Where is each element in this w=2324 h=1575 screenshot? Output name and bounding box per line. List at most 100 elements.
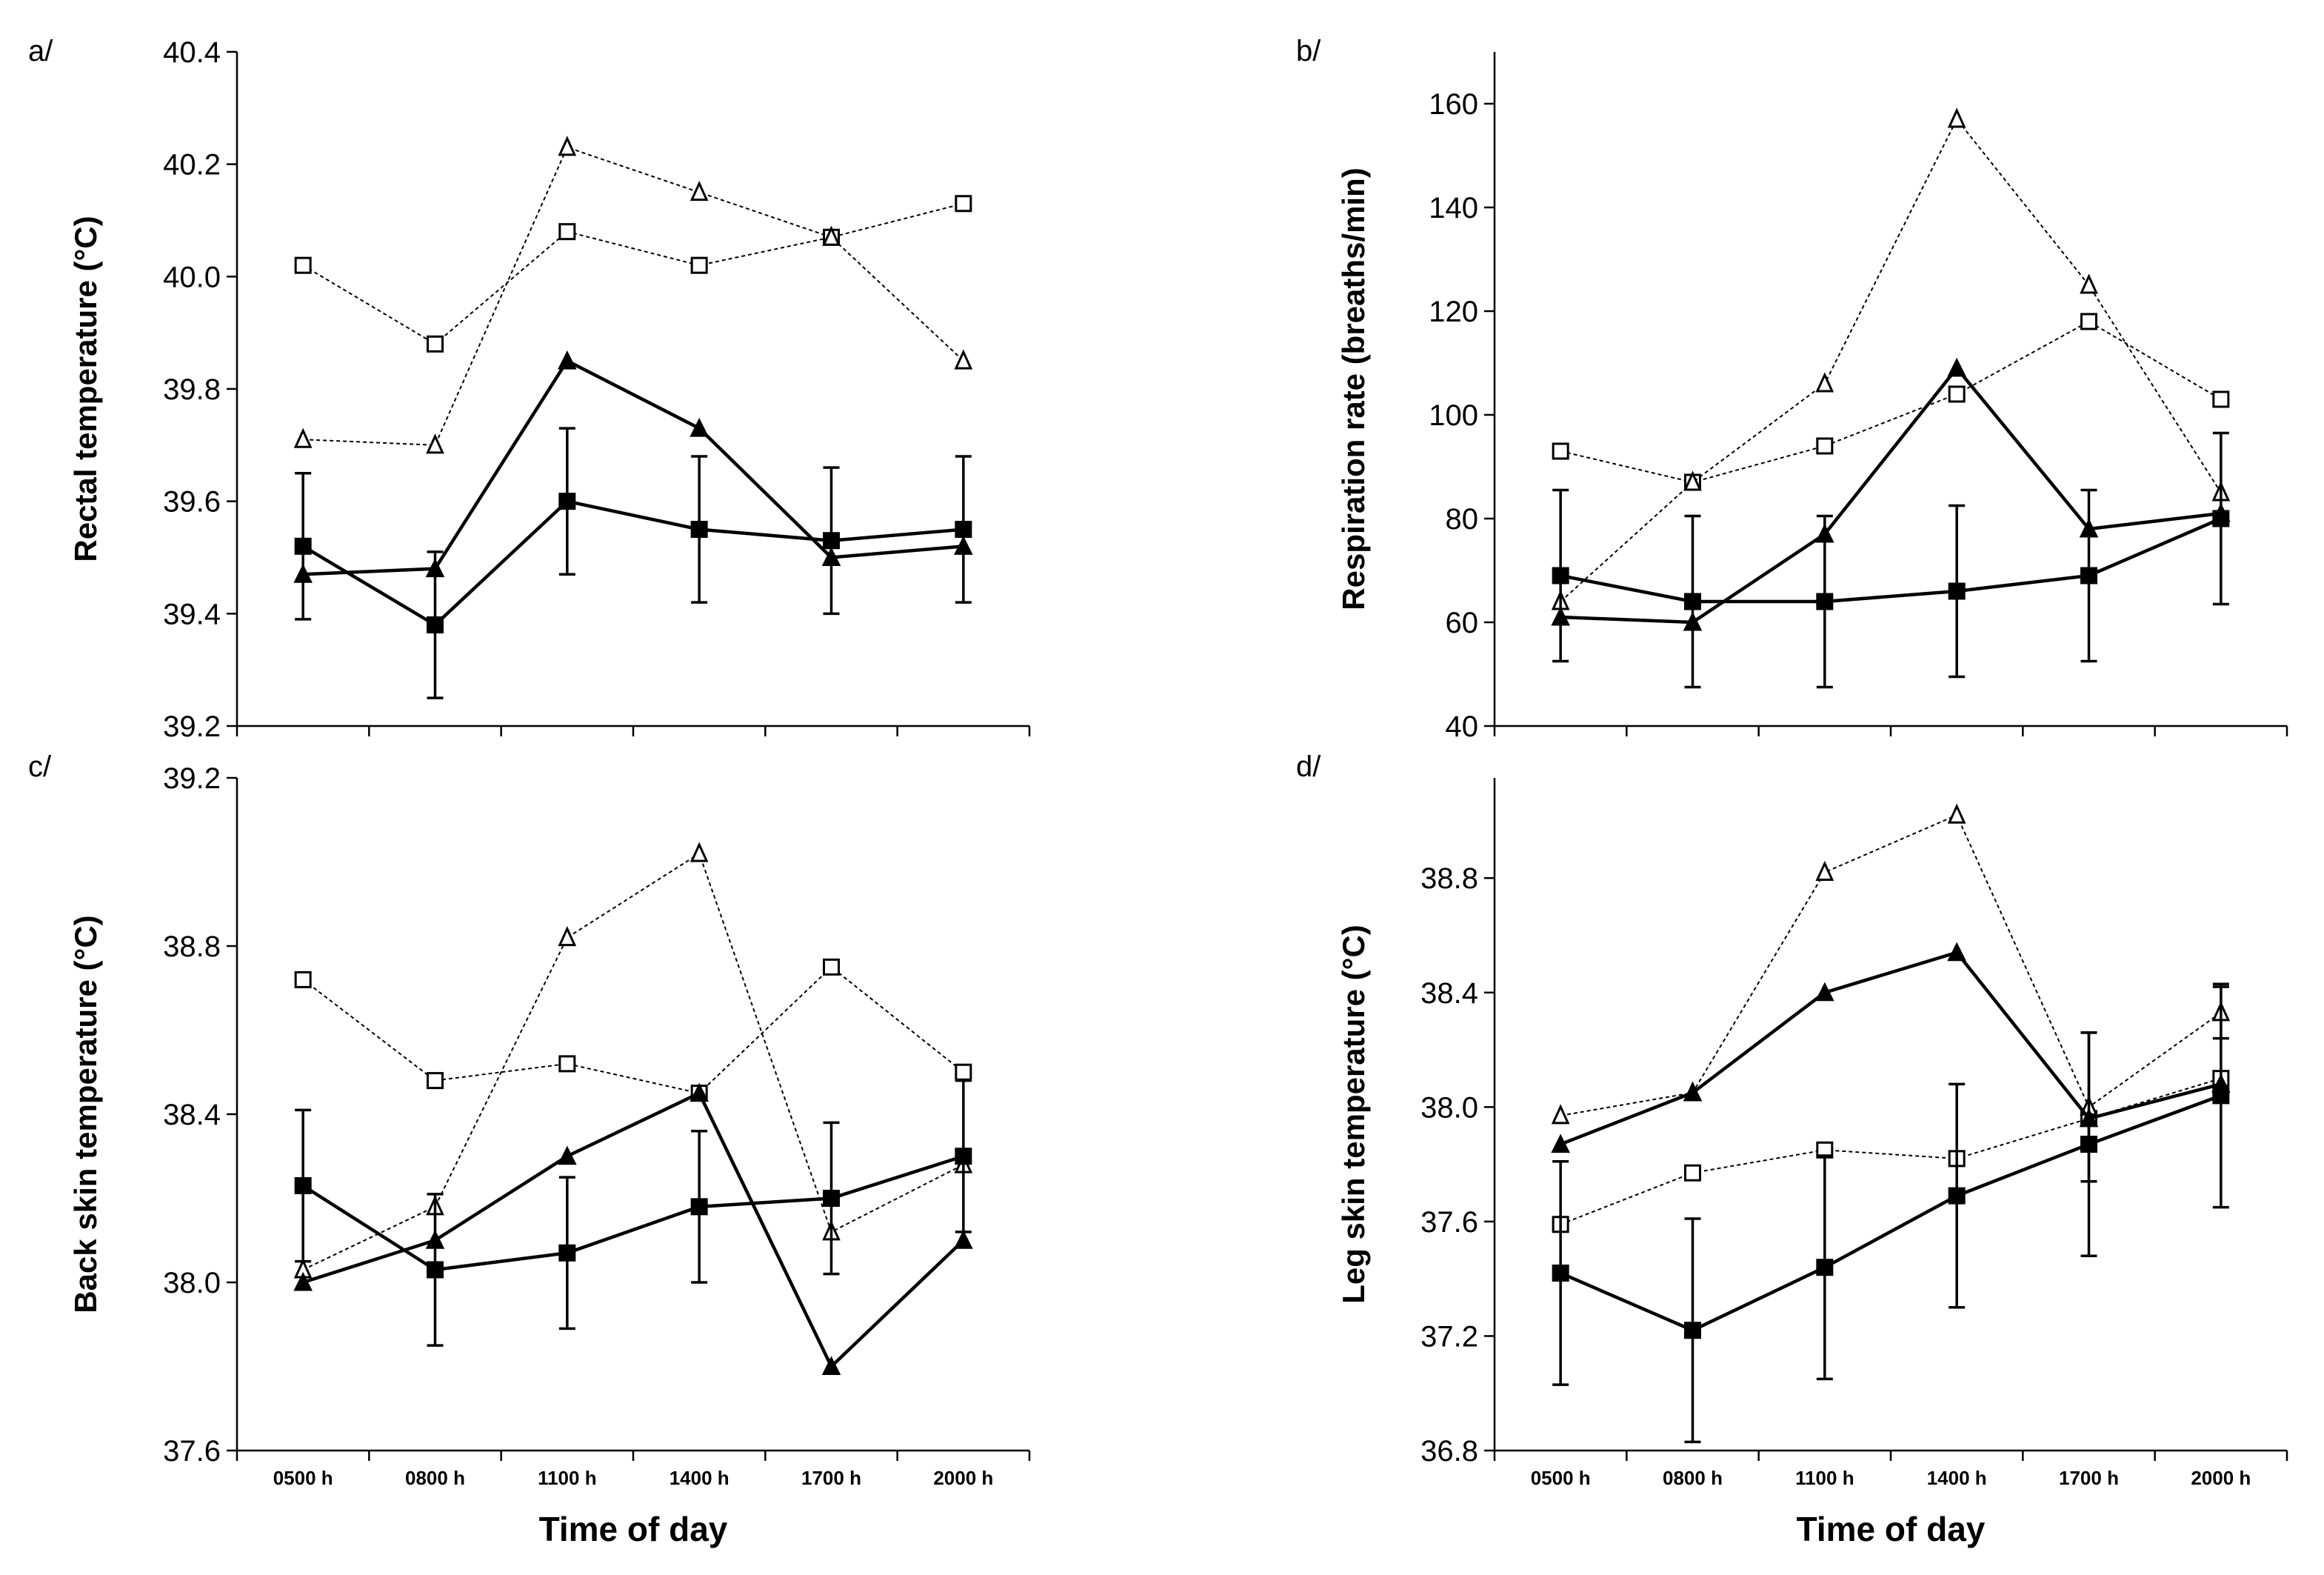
data-point: [2080, 1136, 2097, 1153]
y-tick-label: 100: [1429, 399, 1478, 432]
data-point: [294, 970, 312, 988]
series-line: [1560, 1093, 2222, 1333]
data-point: [2080, 273, 2098, 294]
y-tick-label: 36.8: [1420, 1435, 1478, 1468]
data-point: [689, 1082, 709, 1102]
y-tick-label: 120: [1429, 296, 1478, 328]
data-point: [558, 136, 577, 156]
data-point: [1684, 1164, 1701, 1182]
series-line: [303, 359, 964, 576]
data-point: [821, 1356, 841, 1375]
y-tick-label: 140: [1429, 192, 1478, 224]
y-tick-label: 38.0: [163, 1267, 221, 1299]
x-tick-label: 0500 h: [1531, 1467, 1591, 1489]
y-tick-label: 38.0: [1420, 1091, 1478, 1124]
data-point: [294, 537, 312, 555]
y-tick-label: 40.4: [163, 36, 221, 69]
y-tick-label: 38.8: [1420, 862, 1478, 895]
series-filled-triangle: [1551, 942, 2231, 1153]
data-point: [1815, 860, 1834, 882]
data-point: [558, 1145, 577, 1165]
x-axis-title: Time of day: [539, 1510, 728, 1548]
series-open-square: [1552, 313, 2230, 491]
data-point: [2079, 518, 2099, 538]
data-point: [294, 256, 312, 274]
data-point: [2079, 1108, 2099, 1128]
x-tick-label: 1100 h: [538, 1467, 597, 1489]
data-point: [558, 1055, 576, 1073]
series-open-triangle: [1551, 107, 2231, 610]
series-line: [1560, 118, 2222, 602]
y-tick-label: 39.8: [163, 373, 221, 406]
data-point: [1684, 593, 1701, 610]
data-point: [1815, 982, 1834, 1002]
x-axis-title: Time of day: [1797, 1510, 1986, 1548]
data-point: [955, 1063, 972, 1081]
data-point: [427, 335, 444, 353]
y-tick-label: 80: [1446, 503, 1479, 536]
data-point: [1816, 1259, 1834, 1276]
series-line: [1560, 320, 2222, 484]
series-line: [302, 499, 964, 627]
data-point: [294, 1176, 312, 1194]
data-point: [954, 1230, 973, 1249]
data-point: [821, 547, 841, 566]
y-tick-label: 60: [1446, 607, 1479, 639]
data-point: [954, 349, 973, 370]
panel-label: b/: [1296, 35, 1321, 67]
data-point: [558, 493, 576, 510]
data-point: [1683, 611, 1703, 631]
series-line: [302, 966, 964, 1094]
data-point: [1948, 385, 1966, 403]
data-point: [823, 958, 840, 976]
panel-a: 39.2 39.4 39.6 39.8 40.0 40.2 40.4 Rectal tempe…: [28, 35, 1031, 743]
data-point: [1947, 803, 1966, 824]
data-point: [558, 223, 576, 241]
x-tick-label: 1400 h: [1927, 1467, 1987, 1489]
data-point: [690, 521, 708, 539]
data-point: [689, 417, 709, 437]
data-point: [1816, 593, 1834, 610]
data-point: [1816, 437, 1834, 455]
series-filled-triangle: [293, 1082, 973, 1375]
series-line: [1560, 365, 2222, 625]
y-tick-label: 37.6: [1420, 1206, 1478, 1239]
series-filled-square: [294, 427, 972, 699]
data-point: [1815, 372, 1834, 393]
series-line: [1560, 516, 2222, 604]
data-point: [1815, 523, 1834, 543]
series-line: [302, 1090, 965, 1370]
data-point: [427, 1072, 444, 1090]
y-tick-label: 39.2: [163, 762, 221, 795]
data-point: [558, 1244, 576, 1262]
data-point: [427, 1261, 444, 1279]
y-tick-label: 38.4: [1420, 977, 1478, 1010]
x-tick-label: 1700 h: [801, 1467, 861, 1489]
data-point: [1552, 567, 1569, 585]
series-filled-square: [1552, 431, 2230, 689]
data-point: [293, 427, 313, 448]
y-axis-title: Back skin temperature (°C): [68, 915, 103, 1313]
series-line: [302, 202, 964, 345]
data-point: [955, 195, 972, 213]
data-point: [1551, 606, 1570, 626]
series-line: [301, 1154, 964, 1272]
panel-c: 37.6 38.0 38.4 38.8 39.2 0500 h 0800 h 1100 h 14…: [28, 750, 1031, 1548]
x-tick-label: 2000 h: [2191, 1467, 2251, 1489]
data-point: [1947, 357, 1966, 377]
data-point: [954, 536, 973, 555]
y-tick-label: 160: [1429, 88, 1478, 121]
series-open-triangle: [293, 842, 973, 1279]
data-point: [1683, 1082, 1703, 1102]
data-point: [955, 521, 972, 539]
x-tick-label: 0500 h: [273, 1467, 333, 1489]
panel-label: a/: [28, 35, 53, 67]
panel-b: 40 60 80 100 120 140 160 Respiration rate (brea…: [1296, 35, 2288, 743]
y-tick-label: 37.6: [163, 1435, 221, 1468]
data-point: [1684, 1322, 1701, 1339]
series-open-triangle: [1551, 803, 2231, 1183]
series-filled-triangle: [293, 350, 973, 583]
series-line: [302, 852, 964, 1271]
data-point: [823, 532, 840, 550]
